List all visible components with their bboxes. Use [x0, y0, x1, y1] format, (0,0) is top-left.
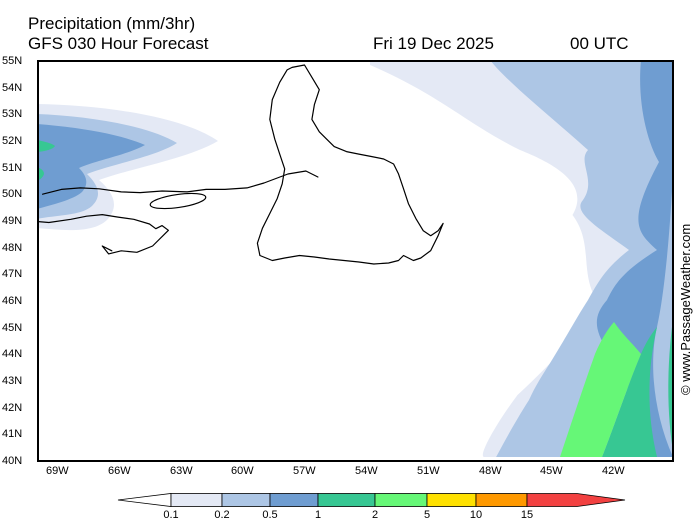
svg-text:0.1: 0.1 [163, 509, 178, 520]
svg-text:5: 5 [424, 509, 430, 520]
svg-text:10: 10 [470, 509, 482, 520]
svg-text:0.5: 0.5 [262, 509, 277, 520]
svg-text:0.2: 0.2 [214, 509, 229, 520]
svg-text:15: 15 [521, 509, 533, 520]
svg-text:2: 2 [372, 509, 378, 520]
svg-text:1: 1 [315, 509, 321, 520]
